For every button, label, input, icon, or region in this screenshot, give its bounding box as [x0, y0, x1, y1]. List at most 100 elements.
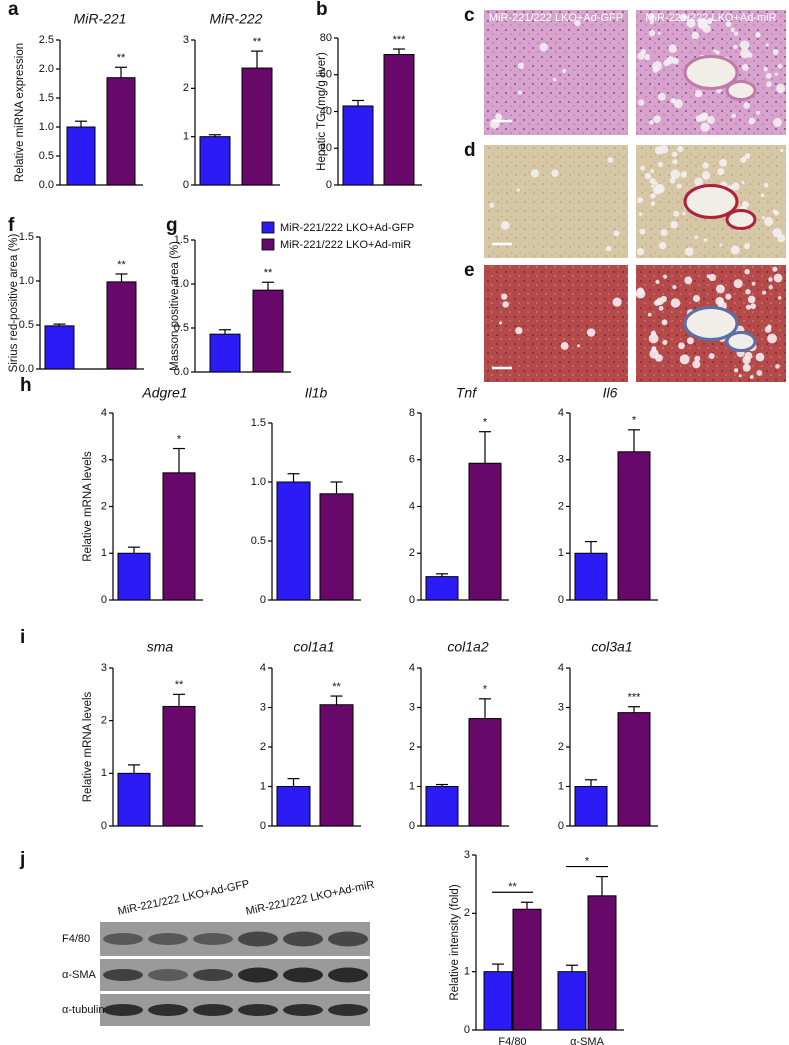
fat-droplet — [639, 228, 646, 235]
panel-letter: h — [20, 375, 32, 396]
y-tick-label: 2 — [464, 907, 470, 919]
fat-droplet — [516, 188, 520, 192]
vessel — [725, 331, 757, 352]
y-tick-label: 0 — [260, 594, 266, 606]
fat-droplet — [743, 102, 750, 109]
fat-droplet — [751, 281, 756, 286]
fat-droplet — [772, 266, 778, 272]
significance-label: *** — [393, 34, 407, 46]
bar — [162, 472, 196, 601]
fat-droplet — [613, 230, 620, 237]
fat-droplet — [672, 159, 678, 165]
fat-droplet — [649, 178, 656, 185]
y-tick-label: 1 — [101, 547, 107, 559]
fat-droplet — [517, 90, 523, 95]
fat-droplet — [756, 370, 763, 376]
fat-droplet — [679, 354, 690, 365]
legend-label: MiR-221/222 LKO+Ad-GFP — [280, 222, 414, 234]
image-header: MiR-221/222 LKO+Ad-GFP — [489, 12, 623, 24]
y-axis-label: Hepatic TG (mg/g liver) — [316, 52, 328, 171]
fat-droplet — [539, 43, 549, 52]
fat-droplet — [731, 113, 737, 119]
bar — [468, 718, 502, 827]
vessel — [683, 55, 739, 90]
fat-droplet — [775, 364, 780, 369]
panel-letter: g — [166, 215, 178, 236]
fat-droplet — [768, 277, 773, 282]
fat-droplet — [551, 169, 559, 177]
fat-droplet — [741, 63, 749, 71]
fat-droplet — [765, 72, 772, 79]
fat-droplet — [755, 32, 761, 38]
vessel — [725, 209, 757, 230]
y-tick-label: 80 — [320, 32, 332, 44]
y-tick-label: 1.5 — [174, 234, 189, 246]
y-tick-label: 0.0 — [19, 363, 34, 375]
fat-droplet — [495, 113, 503, 121]
fat-droplet — [780, 148, 784, 153]
bar — [117, 552, 151, 601]
bar — [319, 493, 354, 601]
fat-droplet — [502, 301, 509, 308]
y-tick-label: 2 — [260, 741, 266, 753]
fat-droplet — [679, 13, 687, 22]
fat-droplet — [654, 146, 664, 155]
y-tick-label: 1 — [101, 767, 107, 779]
y-tick-label: 2.0 — [39, 63, 54, 75]
vessel — [683, 306, 739, 341]
fat-droplet — [612, 297, 622, 307]
y-tick-label: 0.5 — [251, 535, 266, 547]
fat-droplet — [708, 273, 717, 282]
fat-droplet — [767, 333, 777, 344]
fat-droplet — [658, 305, 664, 311]
bar — [617, 712, 651, 827]
blot-band — [283, 967, 323, 983]
fat-droplet — [742, 201, 749, 208]
significance-label: ** — [508, 881, 517, 893]
y-tick-label: 1 — [558, 547, 564, 559]
significance-label: ** — [332, 681, 341, 693]
y-tick-label: 1.0 — [251, 476, 266, 488]
significance-label: * — [177, 433, 182, 445]
fat-droplet — [739, 40, 750, 51]
y-tick-label: 0 — [558, 820, 564, 832]
y-tick-label: 8 — [409, 407, 415, 419]
significance-label: ** — [117, 52, 126, 64]
fat-droplet — [744, 268, 750, 275]
fat-droplet — [719, 243, 723, 247]
y-tick-label: 4 — [409, 662, 415, 674]
fat-droplet — [498, 321, 503, 325]
y-tick-label: 0 — [101, 594, 107, 606]
fat-droplet — [672, 57, 679, 65]
fat-droplet — [576, 344, 581, 348]
fat-droplet — [638, 212, 643, 216]
y-tick-label: 4 — [101, 407, 107, 419]
western-blot — [100, 922, 370, 1026]
panel-letter: e — [464, 260, 475, 281]
fat-droplet — [706, 116, 715, 124]
fat-droplet — [772, 228, 782, 238]
bar — [209, 333, 241, 373]
fat-droplet — [656, 297, 664, 306]
fat-droplet — [650, 193, 656, 199]
fat-droplet — [733, 279, 743, 289]
fat-droplet — [750, 303, 757, 310]
bar — [44, 325, 75, 370]
fat-droplet — [761, 216, 765, 220]
fat-droplet — [772, 117, 783, 127]
fat-droplet — [694, 177, 703, 187]
fat-droplet — [662, 339, 668, 346]
fat-droplet — [719, 158, 728, 167]
fat-droplet — [684, 247, 694, 256]
fat-droplet — [636, 197, 644, 204]
y-tick-label: 0 — [183, 179, 189, 191]
chart-title: MiR-222 — [210, 11, 263, 27]
fat-droplet — [684, 276, 693, 285]
fat-droplet — [715, 50, 720, 55]
fat-droplet — [673, 99, 683, 109]
fat-droplet — [648, 13, 655, 20]
fat-droplet — [733, 44, 738, 49]
bar — [66, 126, 96, 186]
bar — [425, 576, 459, 601]
